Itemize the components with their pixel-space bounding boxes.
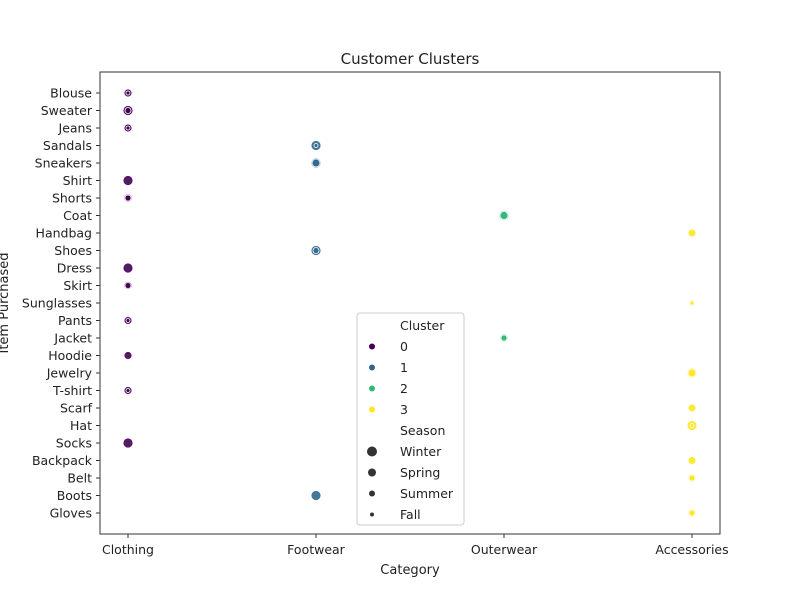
legend-season-marker — [368, 468, 376, 477]
y-tick-label: Gloves — [50, 506, 92, 521]
legend-season-marker — [369, 490, 375, 497]
y-tick-label: Jewelry — [46, 366, 93, 381]
y-tick-label: Handbag — [36, 226, 92, 241]
scatter-point — [122, 262, 134, 274]
y-tick-label: Hoodie — [48, 348, 92, 363]
legend-cluster-marker — [369, 364, 375, 371]
legend-season-marker — [367, 446, 377, 457]
scatter-point — [312, 247, 320, 254]
y-tick-label: Hat — [70, 418, 92, 433]
scatter-point — [688, 474, 696, 482]
scatter-point — [125, 125, 131, 131]
x-axis-label: Category — [380, 563, 440, 578]
scatter-point — [125, 388, 131, 393]
legend-season-marker — [370, 512, 374, 517]
scatter-point — [123, 351, 133, 360]
scatter-point — [313, 143, 319, 148]
y-tick-label: Sandals — [43, 138, 92, 153]
scatter-point — [687, 228, 697, 238]
points-layer — [122, 88, 698, 518]
legend-cluster-label: 2 — [400, 381, 408, 396]
scatter-point — [687, 368, 697, 378]
x-tick-label: Clothing — [102, 542, 154, 557]
y-axis: Blouse Sweater Jeans Sandals Sneakers Shirt Sh… — [22, 86, 100, 521]
x-tick-label: Accessories — [655, 542, 728, 557]
legend-cluster-marker — [369, 343, 375, 350]
scatter-point — [125, 318, 131, 323]
scatter-point — [499, 211, 509, 220]
y-tick-label: Shorts — [52, 191, 92, 206]
scatter-point — [689, 423, 695, 428]
scatter-point — [124, 194, 132, 202]
scatter-point — [122, 175, 134, 186]
legend-cluster-marker — [369, 406, 375, 413]
scatter-point — [500, 334, 508, 342]
scatter-point — [311, 158, 321, 168]
y-tick-label: T-shirt — [52, 383, 92, 398]
y-tick-label: Skirt — [63, 278, 92, 293]
legend-season-title: Season — [400, 423, 445, 438]
y-tick-label: Blouse — [50, 86, 92, 101]
x-axis: Clothing Footwear Outerwear Accessories — [102, 534, 729, 557]
y-tick-label: Dress — [57, 261, 92, 276]
y-tick-label: Pants — [58, 313, 92, 328]
legend-season-label: Summer — [400, 486, 454, 501]
legend-cluster-label: 3 — [400, 402, 408, 417]
y-tick-label: Sunglasses — [22, 296, 92, 311]
scatter-point — [687, 456, 697, 465]
y-tick-label: Jeans — [58, 121, 92, 136]
legend-cluster-marker — [369, 385, 375, 392]
legend-season-label: Spring — [400, 465, 440, 480]
y-tick-label: Backpack — [32, 453, 93, 468]
legend-season-label: Winter — [400, 444, 442, 459]
y-tick-label: Sweater — [41, 103, 93, 118]
chart-title: Customer Clusters — [341, 50, 480, 68]
y-tick-label: Scarf — [60, 401, 93, 416]
y-tick-label: Sneakers — [35, 156, 92, 171]
scatter-point — [122, 437, 134, 449]
y-axis-label: Item Purchased — [0, 252, 12, 353]
legend: Cluster 0 1 2 3 Season Winter Spring Summer Fall — [356, 312, 465, 526]
scatter-point — [310, 490, 322, 501]
y-tick-label: Shoes — [54, 243, 92, 258]
y-tick-label: Socks — [56, 436, 92, 451]
y-tick-label: Boots — [57, 488, 92, 503]
scatter-point — [688, 509, 696, 517]
y-tick-label: Belt — [67, 471, 92, 486]
scatter-point — [689, 300, 695, 306]
y-tick-label: Coat — [63, 208, 92, 223]
x-tick-label: Outerwear — [471, 542, 538, 557]
legend-cluster-label: 0 — [400, 339, 408, 354]
legend-frame — [356, 312, 465, 526]
legend-cluster-label: 1 — [400, 360, 408, 375]
scatter-point — [687, 403, 697, 413]
legend-season-label: Fall — [400, 507, 421, 522]
x-tick-label: Footwear — [287, 542, 346, 557]
y-tick-label: Jacket — [53, 331, 92, 346]
legend-cluster-title: Cluster — [400, 318, 445, 333]
scatter-point — [124, 107, 132, 114]
y-tick-label: Shirt — [63, 173, 92, 188]
scatter-point — [124, 282, 132, 289]
scatter-point — [125, 90, 131, 96]
